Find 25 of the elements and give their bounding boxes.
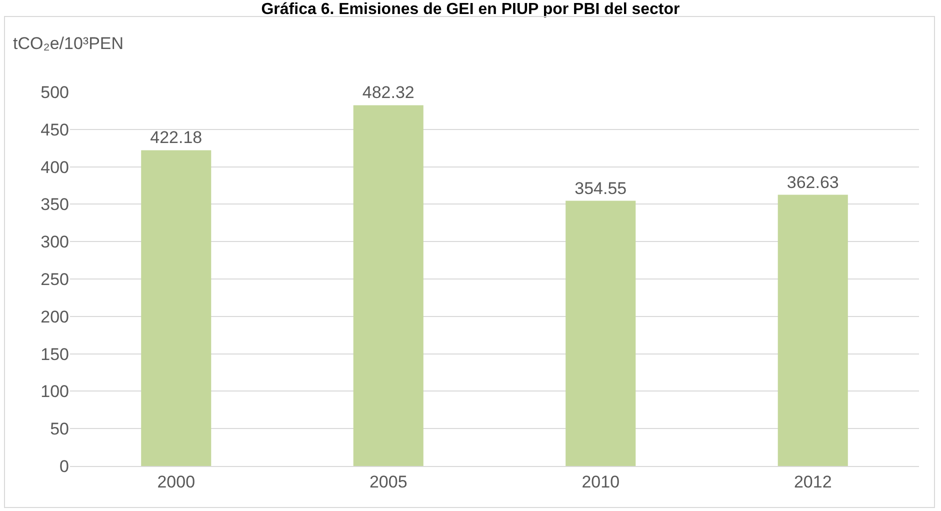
- x-tick-label: 2010: [582, 472, 620, 492]
- y-tick-label: 400: [40, 158, 69, 177]
- bar: [141, 150, 212, 466]
- x-tick-label: 2000: [157, 472, 196, 492]
- data-label: 362.63: [786, 172, 839, 192]
- y-tick-label: 300: [40, 232, 69, 252]
- y-tick-label: 500: [40, 82, 69, 102]
- y-tick-label: 50: [50, 420, 69, 439]
- bar: [353, 105, 424, 466]
- data-label: 354.55: [574, 178, 627, 198]
- y-tick-label: 0: [60, 456, 69, 476]
- x-tick-label: 2012: [794, 472, 832, 492]
- bar: [566, 200, 636, 466]
- x-tick-label: 2005: [369, 472, 408, 492]
- y-tick-label: 450: [40, 120, 69, 140]
- y-tick-label: 100: [40, 382, 69, 402]
- data-label: 482.32: [362, 83, 414, 102]
- y-tick-label: 350: [40, 195, 69, 214]
- data-label: 422.18: [150, 128, 202, 148]
- bar: [778, 194, 848, 466]
- y-axis-title: tCO₂e/10³PEN: [13, 34, 124, 53]
- y-tick-label: 200: [40, 307, 69, 326]
- y-tick-label: 250: [40, 270, 69, 289]
- chart-title: Gráfica 6. Emisiones de GEI en PIUP por PBI del sector: [261, 0, 680, 18]
- y-tick-label: 150: [40, 344, 69, 364]
